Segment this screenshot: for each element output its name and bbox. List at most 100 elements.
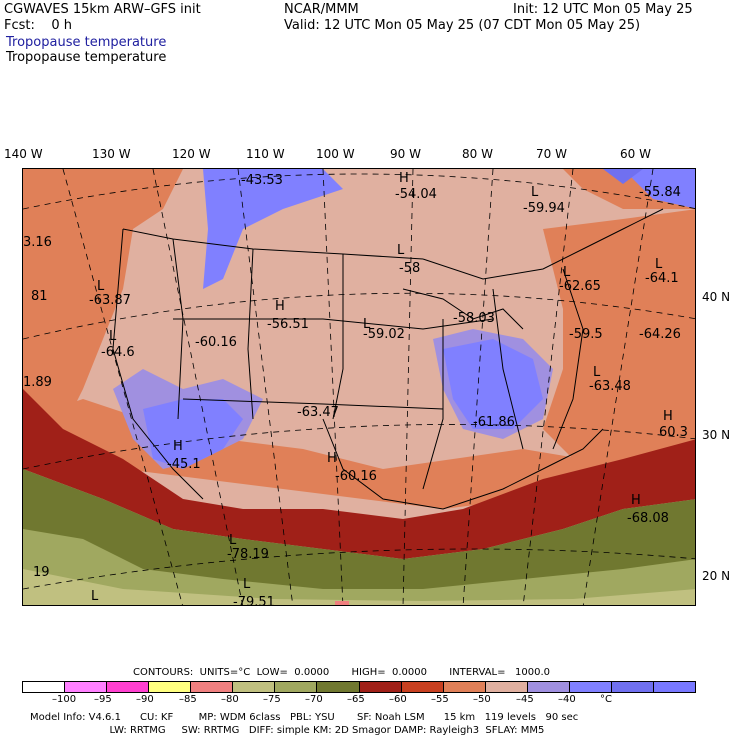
map-value-label: -60.16 <box>335 469 377 484</box>
map-value-label: L <box>97 279 105 294</box>
colorbar-swatch <box>191 682 234 692</box>
colorbar-tick-label: –60 <box>389 694 407 705</box>
map-value-label: -59.02 <box>363 327 405 342</box>
map-panel: -43.53 H -54.04 L -59.94 -55.84 3.16 L -58 L -62.6… <box>22 168 696 606</box>
colorbar-tick-label: –85 <box>179 694 197 705</box>
longitude-label: 120 W <box>172 147 211 161</box>
longitude-label: 140 W <box>4 147 43 161</box>
map-value-label: L <box>91 589 99 604</box>
colorbar-tick-label: °C <box>600 694 612 705</box>
colorbar-tick-label: –95 <box>94 694 112 705</box>
map-value-label: 81 <box>31 289 48 304</box>
colorbar-tick-label: –90 <box>136 694 154 705</box>
colorbar-tick-label: –55 <box>431 694 449 705</box>
contour-info: CONTOURS: UNITS=°C LOW= 0.0000 HIGH= 0.0… <box>133 667 551 678</box>
longitude-label: 80 W <box>462 147 493 161</box>
map-value-label: -63.87 <box>89 293 131 308</box>
map-field <box>23 169 695 605</box>
colorbar-swatch <box>611 682 654 692</box>
colorbar-tick-label: –65 <box>347 694 365 705</box>
map-value-label: -55.84 <box>639 185 681 200</box>
map-value-label: -78.19 <box>227 547 269 562</box>
map-value-label: L <box>593 365 601 380</box>
valid-time: Valid: 12 UTC Mon 05 May 25 (07 CDT Mon … <box>284 18 641 33</box>
colorbar-swatch <box>569 682 612 692</box>
colorbar-swatch <box>107 682 150 692</box>
latitude-label: 30 N <box>702 428 731 442</box>
longitude-label: 60 W <box>620 147 651 161</box>
map-value-label: 3.16 <box>23 235 52 250</box>
colorbar-swatch <box>233 682 276 692</box>
map-value-label: -58.03 <box>453 311 495 326</box>
map-value-label: -54.04 <box>395 187 437 202</box>
colorbar-tick-label: –50 <box>473 694 491 705</box>
colorbar-swatch <box>23 682 66 692</box>
map-value-label: L <box>109 329 117 344</box>
map-value-label: -64.26 <box>639 327 681 342</box>
colorbar <box>22 681 696 693</box>
map-value-label: H <box>275 299 285 314</box>
colorbar-tick-label: –70 <box>305 694 323 705</box>
map-value-label: -63.48 <box>589 379 631 394</box>
map-value-label: -43.53 <box>241 173 283 188</box>
colorbar-swatch <box>653 682 695 692</box>
map-value-label: H <box>173 439 183 454</box>
model-title: CGWAVES 15km ARW–GFS init <box>4 2 201 17</box>
colorbar-swatch <box>485 682 528 692</box>
map-value-label: -58 <box>399 261 421 276</box>
longitude-label: 90 W <box>390 147 421 161</box>
map-value-label: -79.51 <box>233 595 275 606</box>
latitude-label: 20 N <box>702 569 731 583</box>
colorbar-tick-label: –100 <box>52 694 77 705</box>
colorbar-swatch <box>527 682 570 692</box>
model-info-line1: Model Info: V4.6.1 CU: KF MP: WDM 6class… <box>30 712 579 723</box>
map-value-label: -45.1 <box>167 457 201 472</box>
map-value-label: -68.08 <box>627 511 669 526</box>
map-value-label: 60.3 <box>659 425 688 440</box>
colorbar-tick-label: –40 <box>558 694 576 705</box>
map-value-label: L <box>655 257 663 272</box>
longitude-label: 110 W <box>246 147 285 161</box>
colorbar-swatch <box>275 682 318 692</box>
latitude-label: 40 N <box>702 290 731 304</box>
colorbar-swatch <box>359 682 402 692</box>
field-title-blue: Tropopause temperature <box>6 35 167 50</box>
map-value-label: -64.6 <box>101 345 135 360</box>
map-value-label: 1.89 <box>23 375 52 390</box>
map-value-label: H <box>631 493 641 508</box>
map-value-label: -56.51 <box>267 317 309 332</box>
map-value-label: -60.16 <box>195 335 237 350</box>
org-label: NCAR/MMM <box>284 2 359 17</box>
map-value-label: -64.1 <box>645 271 679 286</box>
map-value-label: -62.65 <box>559 279 601 294</box>
map-value-label: L <box>531 185 539 200</box>
colorbar-swatch <box>317 682 360 692</box>
map-value-label: -59.94 <box>523 201 565 216</box>
map-value-label: H <box>399 171 409 186</box>
colorbar-tick-label: –45 <box>516 694 534 705</box>
colorbar-swatch <box>65 682 108 692</box>
map-value-label: H <box>327 451 337 466</box>
colorbar-swatch <box>401 682 444 692</box>
colorbar-swatch <box>443 682 486 692</box>
field-title: Tropopause temperature <box>6 50 167 65</box>
colorbar-tick-label: –75 <box>263 694 281 705</box>
model-info-line2: LW: RRTMG SW: RRTMG DIFF: simple KM: 2D … <box>30 725 545 736</box>
map-value-label: -61.86 <box>473 415 515 430</box>
colorbar-swatch <box>149 682 192 692</box>
map-value-label: L <box>563 265 571 280</box>
longitude-label: 130 W <box>92 147 131 161</box>
map-value-label: L <box>363 317 371 332</box>
forecast-hour: Fcst: 0 h <box>4 18 73 33</box>
map-value-label: -63.47 <box>297 405 339 420</box>
colorbar-tick-label: –80 <box>221 694 239 705</box>
longitude-label: 70 W <box>536 147 567 161</box>
init-time: Init: 12 UTC Mon 05 May 25 <box>513 2 693 17</box>
map-value-label: L <box>229 533 237 548</box>
longitude-label: 100 W <box>316 147 355 161</box>
map-value-label: L <box>397 243 405 258</box>
map-value-label: H <box>663 409 673 424</box>
map-value-label: L <box>243 577 251 592</box>
map-value-label: 19 <box>33 565 50 580</box>
map-value-label: -59.5 <box>569 327 603 342</box>
